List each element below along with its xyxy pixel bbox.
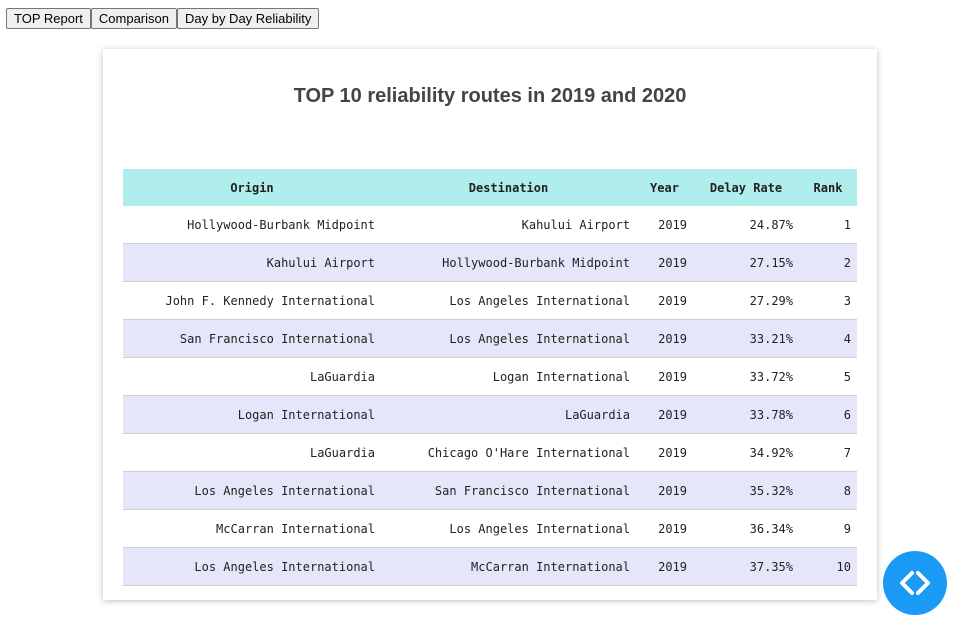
year-cell: 2019 [636, 547, 693, 586]
code-toggle-button[interactable] [883, 551, 947, 615]
delay-rate-cell: 34.92% [693, 433, 799, 472]
rank-cell: 2 [799, 243, 857, 282]
column-header-year: Year [636, 169, 693, 206]
origin-cell: Logan International [123, 395, 381, 434]
destination-cell: Hollywood-Burbank Midpoint [381, 243, 636, 282]
delay-rate-cell: 33.78% [693, 395, 799, 434]
year-cell: 2019 [636, 471, 693, 510]
origin-cell: John F. Kennedy International [123, 281, 381, 320]
year-cell: 2019 [636, 206, 693, 244]
delay-rate-cell: 37.35% [693, 547, 799, 586]
origin-cell: Hollywood-Burbank Midpoint [123, 206, 381, 244]
year-cell: 2019 [636, 243, 693, 282]
tab-top-report[interactable]: TOP Report [6, 8, 91, 29]
column-header-origin: Origin [123, 169, 381, 206]
delay-rate-cell: 36.34% [693, 509, 799, 548]
rank-cell: 6 [799, 395, 857, 434]
delay-rate-cell: 24.87% [693, 206, 799, 244]
rank-cell: 5 [799, 357, 857, 396]
origin-cell: LaGuardia [123, 357, 381, 396]
tab-bar: TOP Report Comparison Day by Day Reliabi… [6, 8, 320, 29]
origin-cell: Los Angeles International [123, 471, 381, 510]
year-cell: 2019 [636, 509, 693, 548]
destination-cell: Los Angeles International [381, 281, 636, 320]
table-row: LaGuardia Chicago O'Hare International 201… [123, 433, 857, 472]
table-row: Logan International LaGuardia 2019 33.78% 6 [123, 395, 857, 434]
rank-cell: 8 [799, 471, 857, 510]
table-row: Kahului Airport Hollywood-Burbank Midpoin… [123, 243, 857, 282]
origin-cell: Kahului Airport [123, 243, 381, 282]
code-brackets-icon [900, 571, 930, 595]
delay-rate-cell: 27.29% [693, 281, 799, 320]
year-cell: 2019 [636, 433, 693, 472]
column-header-delay-rate: Delay Rate [693, 169, 799, 206]
table-row: McCarran International Los Angeles Intern… [123, 509, 857, 548]
table-row: LaGuardia Logan International 2019 33.72% 5 [123, 357, 857, 396]
origin-cell: McCarran International [123, 509, 381, 548]
table-row: John F. Kennedy International Los Angeles… [123, 281, 857, 320]
delay-rate-cell: 33.21% [693, 319, 799, 358]
year-cell: 2019 [636, 281, 693, 320]
report-title: TOP 10 reliability routes in 2019 and 20… [293, 85, 687, 107]
rank-cell: 7 [799, 433, 857, 472]
destination-cell: Logan International [381, 357, 636, 396]
destination-cell: Chicago O'Hare International [381, 433, 636, 472]
year-cell: 2019 [636, 395, 693, 434]
table-row: Los Angeles International McCarran Intern… [123, 547, 857, 586]
rank-cell: 4 [799, 319, 857, 358]
delay-rate-cell: 27.15% [693, 243, 799, 282]
rank-cell: 3 [799, 281, 857, 320]
year-cell: 2019 [636, 357, 693, 396]
tab-day-by-day-reliability[interactable]: Day by Day Reliability [176, 8, 320, 29]
delay-rate-cell: 35.32% [693, 471, 799, 510]
destination-cell: Los Angeles International [381, 319, 636, 358]
column-header-rank: Rank [799, 169, 857, 206]
table-row: Los Angeles International San Francisco I… [123, 471, 857, 510]
origin-cell: Los Angeles International [123, 547, 381, 586]
rank-cell: 10 [799, 547, 857, 586]
report-card: TOP 10 reliability routes in 2019 and 20… [103, 49, 877, 600]
tab-comparison[interactable]: Comparison [90, 8, 177, 29]
destination-cell: Kahului Airport [381, 206, 636, 244]
column-header-destination: Destination [381, 169, 636, 206]
report-table: Origin Destination Year Delay Rate Rank … [123, 169, 857, 586]
table-row: San Francisco International Los Angeles I… [123, 319, 857, 358]
table-body: Hollywood-Burbank Midpoint Kahului Airpor… [123, 206, 857, 586]
rank-cell: 1 [799, 206, 857, 244]
table-row: Hollywood-Burbank Midpoint Kahului Airpor… [123, 206, 857, 244]
year-cell: 2019 [636, 319, 693, 358]
destination-cell: San Francisco International [381, 471, 636, 510]
table-header-row: Origin Destination Year Delay Rate Rank [123, 169, 857, 206]
destination-cell: LaGuardia [381, 395, 636, 434]
delay-rate-cell: 33.72% [693, 357, 799, 396]
rank-cell: 9 [799, 509, 857, 548]
origin-cell: LaGuardia [123, 433, 381, 472]
origin-cell: San Francisco International [123, 319, 381, 358]
destination-cell: McCarran International [381, 547, 636, 586]
destination-cell: Los Angeles International [381, 509, 636, 548]
